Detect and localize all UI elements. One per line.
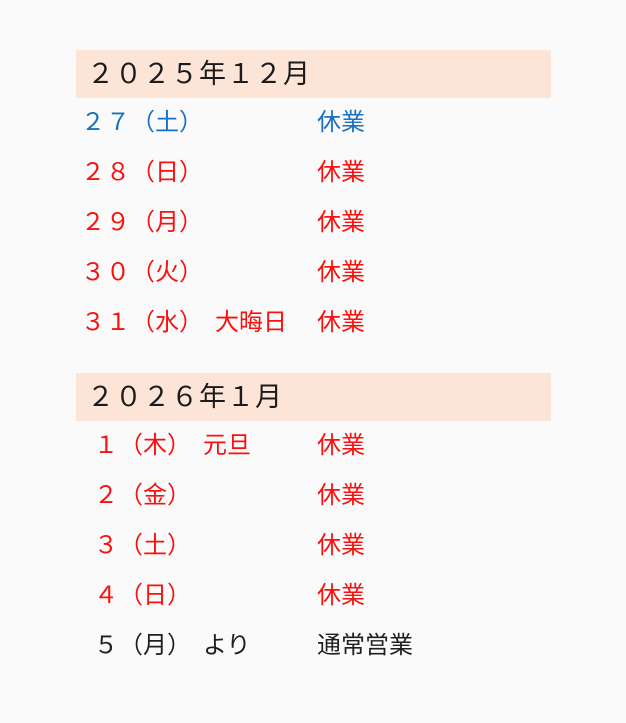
status-label: 通常営業 — [317, 632, 413, 659]
month-header: ２０２６年１月 — [76, 373, 551, 421]
status-label: 休業 — [317, 109, 365, 136]
day-number: ４ — [94, 582, 119, 609]
day-number: ３０ — [81, 259, 131, 286]
schedule-row: ２９ （月） 休業 — [76, 198, 551, 248]
schedule-row: ３０ （火） 休業 — [76, 248, 551, 298]
date-area: ３０ （火） — [81, 248, 317, 298]
weekday: （水） — [131, 309, 203, 336]
date-area: ２ （金） — [81, 471, 317, 521]
weekday: （日） — [131, 159, 203, 186]
status-label: 休業 — [317, 309, 365, 336]
note: 大晦日 — [215, 309, 287, 336]
status-label: 休業 — [317, 259, 365, 286]
schedule-row: ２ （金） 休業 — [76, 471, 551, 521]
month-section: ２０２６年１月 １ （木） 元旦 休業 ２ （金） 休業 ３ （土） 休業 ４ … — [76, 373, 551, 671]
date-area: ２７ （土） — [81, 98, 317, 148]
date-area: ３ （土） — [81, 521, 317, 571]
status-label: 休業 — [317, 209, 365, 236]
month-section: ２０２５年１２月 ２７ （土） 休業 ２８ （日） 休業 ２９ （月） 休業 ３… — [76, 50, 551, 348]
day-number: ２９ — [81, 209, 131, 236]
day-number: ３１ — [81, 309, 131, 336]
date-area: ２８ （日） — [81, 148, 317, 198]
status-label: 休業 — [317, 582, 365, 609]
weekday: （月） — [119, 632, 191, 659]
date-area: ３１ （水） 大晦日 — [81, 298, 317, 348]
date-area: ２９ （月） — [81, 198, 317, 248]
day-number: ５ — [94, 632, 119, 659]
date-area: １ （木） 元旦 — [81, 421, 317, 471]
day-number: ２８ — [81, 159, 131, 186]
status-label: 休業 — [317, 482, 365, 509]
schedule-row: ３ （土） 休業 — [76, 521, 551, 571]
date-area: ５ （月） より — [81, 621, 317, 671]
day-number: １ — [94, 432, 119, 459]
note: 元旦 — [203, 432, 251, 459]
weekday: （土） — [119, 532, 191, 559]
section-rows: １ （木） 元旦 休業 ２ （金） 休業 ３ （土） 休業 ４ （日） 休業 ５ — [76, 421, 551, 671]
holiday-notice: ２０２５年１２月 ２７ （土） 休業 ２８ （日） 休業 ２９ （月） 休業 ３… — [76, 50, 551, 671]
schedule-row: ４ （日） 休業 — [76, 571, 551, 621]
schedule-row: ２８ （日） 休業 — [76, 148, 551, 198]
weekday: （月） — [131, 209, 203, 236]
section-rows: ２７ （土） 休業 ２８ （日） 休業 ２９ （月） 休業 ３０ （火） 休業 — [76, 98, 551, 348]
schedule-row: ２７ （土） 休業 — [76, 98, 551, 148]
note: より — [203, 632, 251, 659]
weekday: （火） — [131, 259, 203, 286]
status-label: 休業 — [317, 432, 365, 459]
day-number: ３ — [94, 532, 119, 559]
day-number: ２ — [94, 482, 119, 509]
status-label: 休業 — [317, 532, 365, 559]
weekday: （日） — [119, 582, 191, 609]
weekday: （土） — [131, 109, 203, 136]
day-number: ２７ — [81, 109, 131, 136]
weekday: （金） — [119, 482, 191, 509]
status-label: 休業 — [317, 159, 365, 186]
date-area: ４ （日） — [81, 571, 317, 621]
schedule-row: ５ （月） より 通常営業 — [76, 621, 551, 671]
weekday: （木） — [119, 432, 191, 459]
month-header: ２０２５年１２月 — [76, 50, 551, 98]
schedule-row: １ （木） 元旦 休業 — [76, 421, 551, 471]
schedule-row: ３１ （水） 大晦日 休業 — [76, 298, 551, 348]
